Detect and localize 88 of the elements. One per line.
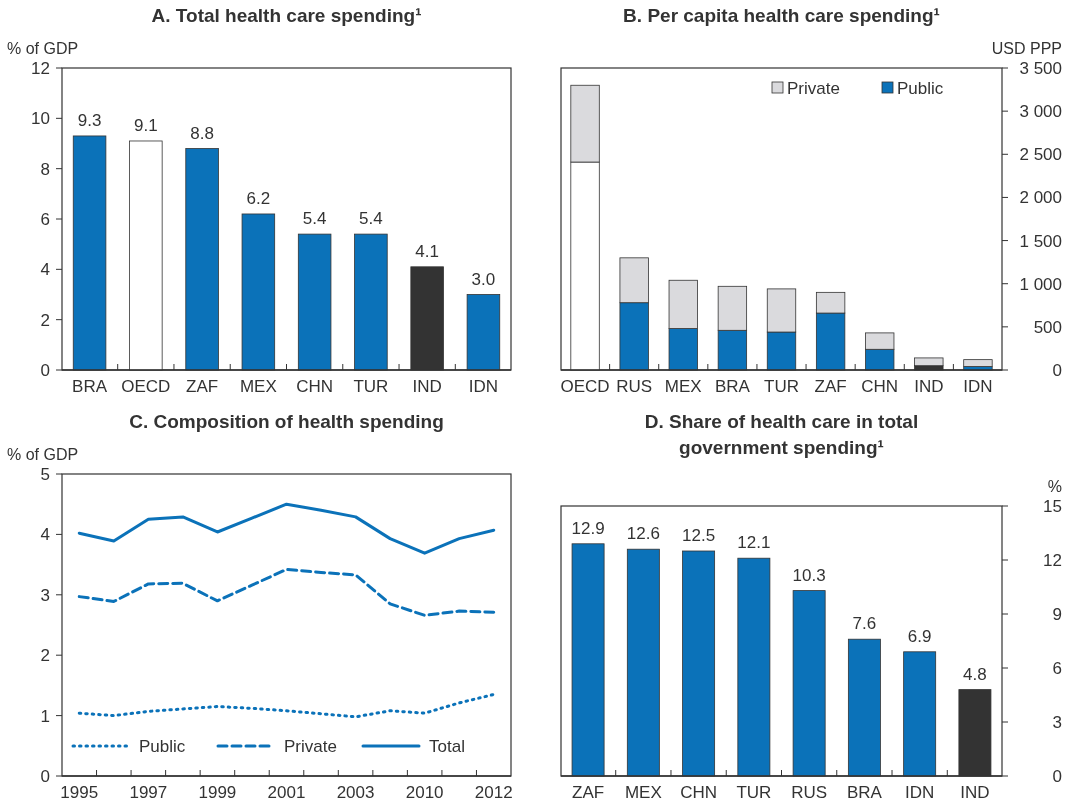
- data-label: 6.9: [907, 626, 932, 646]
- data-label: 7.6: [852, 614, 877, 634]
- y2-axis-title: %: [1047, 478, 1062, 495]
- data-label: 4.8: [963, 664, 987, 684]
- x-tick-label: BRA: [72, 377, 108, 396]
- y-tick-label: 0: [40, 766, 50, 786]
- legend-label: Total: [429, 737, 465, 756]
- y-tick-label: 6: [40, 209, 50, 229]
- y-tick-label: 10: [31, 109, 50, 129]
- x-tick-label: TUR: [764, 377, 799, 396]
- y-axis-title: % of GDP: [7, 446, 79, 463]
- x-tick-label: OECD: [560, 377, 610, 396]
- data-label: 9.1: [134, 115, 158, 135]
- data-label: 12.6: [626, 524, 660, 544]
- x-tick-label: IDN: [468, 377, 499, 396]
- y-tick-label: 1: [40, 706, 50, 726]
- y2-tick-label: 15: [1043, 496, 1062, 516]
- x-tick-label: OECD: [121, 377, 171, 396]
- y-tick-label: 0: [40, 360, 50, 380]
- y2-tick-label: 0: [1052, 766, 1062, 786]
- x-tick-label: 2003: [336, 783, 375, 802]
- x-tick-label: RUS: [791, 783, 828, 802]
- x-tick-label: ZAF: [814, 377, 847, 396]
- chart-title: D. Share of health care in total government spending¹: [644, 411, 919, 458]
- x-tick-label: IND: [960, 783, 990, 802]
- chart-title: A. Total health care spending¹: [151, 5, 422, 26]
- y-tick-label: 2: [40, 310, 50, 330]
- y2-tick-label: 500: [1033, 317, 1062, 337]
- y-tick-label: 2: [40, 646, 50, 666]
- y2-tick-label: 12: [1043, 550, 1062, 570]
- x-tick-label: ZAF: [572, 783, 605, 802]
- x-tick-label: 2001: [267, 783, 306, 802]
- data-label: 12.5: [682, 526, 716, 545]
- x-tick-label: CHN: [861, 377, 899, 396]
- legend-label: Private: [787, 79, 840, 98]
- x-tick-label: 1997: [129, 783, 168, 802]
- x-tick-label: IND: [412, 377, 442, 396]
- legend-label: Private: [284, 737, 337, 756]
- y2-tick-label: 2 000: [1019, 188, 1062, 208]
- data-label: 8.8: [190, 123, 214, 143]
- data-label: 6.2: [246, 188, 271, 208]
- x-tick-label: TUR: [736, 783, 772, 802]
- x-tick-label: CHN: [680, 783, 718, 802]
- x-tick-label: CHN: [296, 377, 334, 396]
- x-tick-label: 2010: [405, 783, 444, 802]
- legend-label: Public: [139, 737, 186, 756]
- data-label: 10.3: [792, 565, 826, 585]
- y-tick-label: 4: [40, 260, 50, 280]
- x-tick-label: IND: [914, 377, 944, 396]
- x-tick-label: TUR: [353, 377, 389, 396]
- x-tick-label: 1995: [60, 783, 99, 802]
- y2-tick-label: 3 000: [1019, 102, 1062, 122]
- data-label: 5.4: [302, 209, 327, 229]
- y2-tick-label: 1 000: [1019, 274, 1062, 294]
- chart-title: B. Per capita health care spending¹: [623, 5, 940, 26]
- y2-tick-label: 0: [1052, 360, 1062, 380]
- x-tick-label: ZAF: [186, 377, 219, 396]
- y2-tick-label: 6: [1052, 658, 1062, 678]
- x-tick-label: IDN: [963, 377, 993, 396]
- y2-tick-label: 9: [1052, 604, 1062, 624]
- legend-label: Public: [897, 79, 944, 98]
- y2-axis-title: USD PPP: [991, 40, 1062, 57]
- y2-tick-label: 3 500: [1019, 58, 1062, 78]
- x-tick-label: RUS: [616, 377, 653, 396]
- x-tick-label: 1999: [198, 783, 237, 802]
- x-tick-label: MEX: [239, 377, 277, 396]
- y2-tick-label: 2 500: [1019, 145, 1062, 165]
- y-tick-label: 8: [40, 159, 50, 179]
- x-tick-label: 2012: [474, 783, 513, 802]
- y-tick-label: 3: [40, 585, 50, 605]
- y-axis-title: % of GDP: [7, 40, 79, 57]
- data-label: 5.4: [359, 209, 383, 229]
- x-tick-label: BRA: [714, 377, 751, 396]
- data-label: 3.0: [471, 269, 496, 289]
- x-tick-label: MEX: [664, 377, 702, 396]
- chart-title: C. Composition of health spending: [129, 411, 444, 432]
- x-tick-label: IDN: [905, 783, 935, 802]
- y2-tick-label: 3: [1052, 712, 1062, 732]
- data-label: 12.1: [737, 533, 771, 553]
- y2-tick-label: 1 500: [1019, 231, 1062, 251]
- x-tick-label: BRA: [846, 783, 883, 802]
- data-label: 12.9: [571, 518, 605, 538]
- y-tick-label: 12: [31, 58, 50, 78]
- x-tick-label: MEX: [624, 783, 662, 802]
- data-label: 9.3: [77, 110, 102, 130]
- data-label: 4.1: [415, 241, 439, 261]
- y-tick-label: 4: [40, 525, 50, 545]
- y-tick-label: 5: [40, 464, 50, 484]
